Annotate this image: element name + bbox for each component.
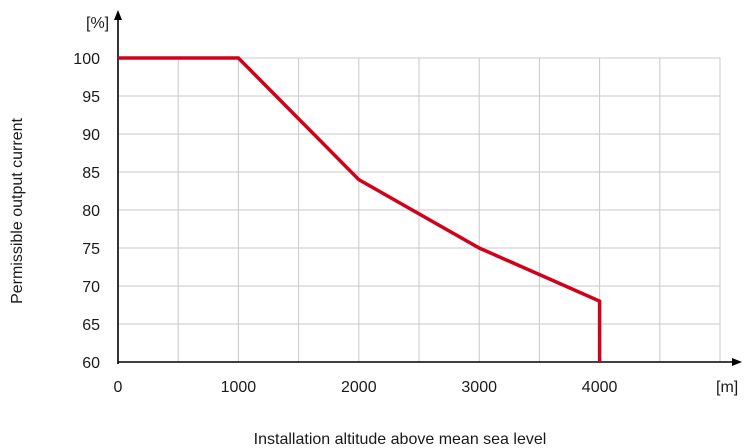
y-tick-label: 95: [82, 89, 100, 106]
y-tick-label: 90: [82, 127, 100, 144]
y-unit-label: [%]: [86, 15, 109, 32]
x-unit-label: [m]: [716, 379, 738, 396]
y-tick-label: 100: [73, 51, 100, 68]
x-tick-label: 0: [114, 379, 123, 396]
x-tick-label: 2000: [341, 379, 377, 396]
y-tick-label: 85: [82, 165, 100, 182]
axes: [114, 10, 742, 366]
y-tick-label: 75: [82, 241, 100, 258]
y-tick-label: 65: [82, 317, 100, 334]
x-tick-label: 3000: [461, 379, 497, 396]
x-axis-title: Installation altitude above mean sea lev…: [254, 431, 547, 448]
grid: [118, 57, 721, 362]
x-tick-label: 1000: [221, 379, 257, 396]
y-tick-label: 80: [82, 203, 100, 220]
y-tick-label: 60: [82, 355, 100, 372]
y-axis-title: Permissible output current: [9, 118, 26, 304]
x-axis-arrow: [732, 358, 742, 366]
y-tick-label: 70: [82, 279, 100, 296]
x-tick-label: 4000: [582, 379, 618, 396]
series-line: [118, 56, 602, 362]
y-axis-arrow: [114, 10, 122, 20]
series: [118, 56, 602, 362]
